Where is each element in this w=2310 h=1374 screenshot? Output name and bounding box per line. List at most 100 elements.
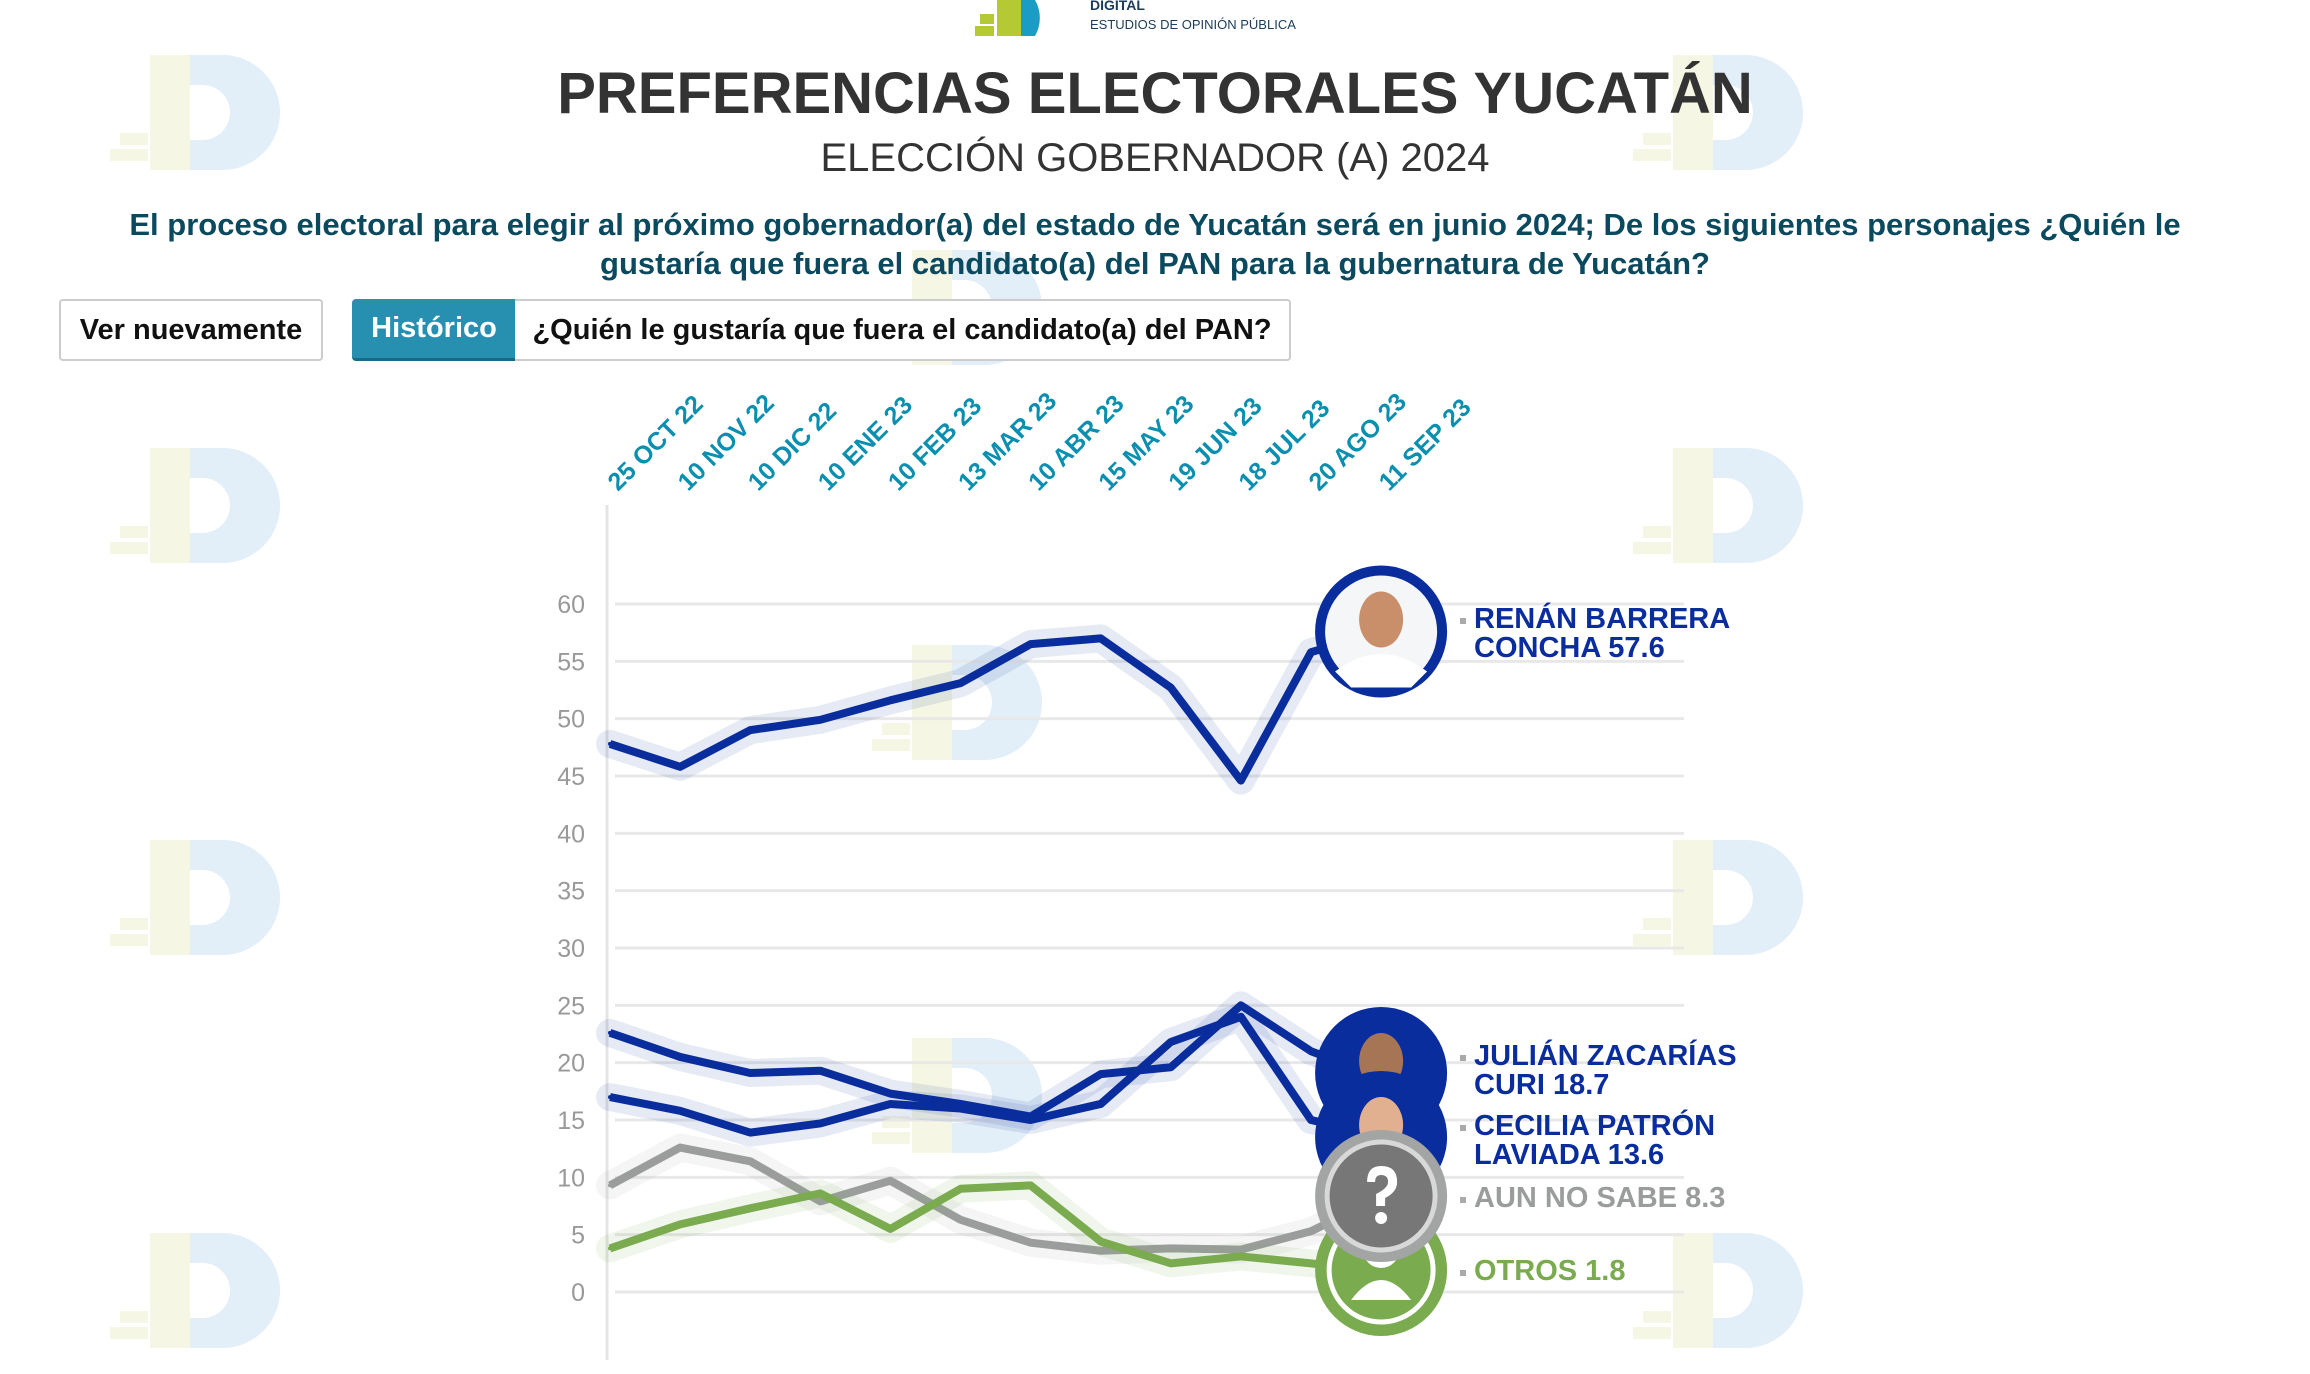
survey-question: El proceso electoral para elegir al próx… — [129, 207, 2181, 281]
data-point — [1098, 636, 1103, 641]
y-tick-label: 45 — [557, 763, 585, 791]
data-point — [748, 1206, 753, 1211]
data-point — [1028, 1240, 1033, 1245]
y-tick-label: 60 — [557, 591, 585, 619]
data-point — [888, 698, 893, 703]
data-point — [748, 1159, 753, 1164]
data-point — [678, 1222, 683, 1227]
data-point — [608, 1246, 612, 1251]
data-point — [748, 728, 753, 733]
legend-label-renan: RENÁN BARRERA CONCHA 57.6 — [1459, 603, 1731, 664]
data-point — [818, 1121, 823, 1126]
data-point — [1168, 1246, 1173, 1251]
data-point — [1098, 1101, 1103, 1106]
watermark-logo — [110, 55, 710, 175]
avatar-renan-face — [1359, 591, 1404, 648]
legend-name: RENÁN BARRERA — [1474, 603, 1731, 635]
data-point — [1168, 685, 1173, 690]
data-point — [888, 1178, 893, 1183]
top-logo-digital: DIGITAL — [1090, 0, 1145, 13]
legend-label-otros: OTROS 1.8 — [1460, 1257, 1626, 1286]
data-point — [958, 1106, 963, 1111]
legend-value: CONCHA 57.6 — [1474, 632, 1665, 664]
data-point — [1098, 1248, 1103, 1253]
y-tick-label: 30 — [557, 935, 585, 963]
top-logo-tagline: ESTUDIOS DE OPINIÓN PÚBLICA — [1090, 17, 1296, 32]
data-point — [1028, 1183, 1033, 1188]
data-point — [1098, 1239, 1103, 1244]
y-tick-label: 40 — [557, 820, 585, 848]
watermark-logo — [1633, 448, 2233, 568]
history-button[interactable]: Histórico — [352, 299, 516, 361]
data-point — [678, 1054, 683, 1059]
watermark-logo — [110, 1233, 710, 1353]
legend-name: AUN NO SABE 8.3 — [1474, 1182, 1726, 1214]
data-point — [608, 1030, 612, 1035]
data-point — [958, 1186, 963, 1191]
legend-name: JULIÁN ZACARÍAS — [1474, 1040, 1737, 1072]
series-halo — [596, 617, 1396, 795]
user-icon-body — [1351, 1280, 1412, 1300]
watermark-logo — [1633, 1233, 2233, 1353]
question-mark-dot — [1375, 1212, 1388, 1224]
data-point — [1238, 1247, 1243, 1252]
legend-name: CECILIA PATRÓN — [1474, 1110, 1716, 1142]
data-point — [818, 1199, 823, 1204]
data-point — [1098, 1072, 1103, 1077]
data-point — [1238, 1014, 1243, 1019]
y-tick-label: 10 — [557, 1164, 585, 1192]
data-point — [1028, 1118, 1033, 1122]
data-point — [678, 1145, 683, 1150]
y-tick-label: 15 — [557, 1107, 585, 1135]
page-title: PREFERENCIAS ELECTORALES YUCATÁN — [557, 61, 1753, 126]
watermark-logo — [110, 840, 710, 960]
legend-label-cecilia: CECILIA PATRÓN LAVIADA 13.6 — [1459, 1110, 1716, 1171]
data-point — [608, 1095, 612, 1100]
data-point — [608, 741, 612, 746]
replay-button[interactable]: Ver nuevamente — [59, 299, 323, 361]
data-point — [1168, 1261, 1173, 1266]
data-point — [958, 681, 963, 686]
watermark-logo — [1633, 55, 2233, 175]
watermark-logo — [1633, 840, 2233, 960]
data-point — [1168, 1065, 1173, 1070]
legend-value: CURI 18.7 — [1474, 1069, 1610, 1101]
series-line — [608, 1181, 1382, 1276]
data-point — [1238, 1254, 1243, 1259]
avatar-renan-shirt — [1335, 654, 1428, 688]
data-point — [678, 1108, 683, 1113]
top-logo: DIGITAL ESTUDIOS DE OPINIÓN PÚBLICA — [975, 0, 1335, 36]
series-line — [608, 627, 1383, 785]
data-point — [748, 1070, 753, 1075]
y-tick-label: 25 — [557, 992, 585, 1020]
question-mark-glyph — [1367, 1166, 1398, 1206]
question-selector[interactable]: ¿Quién le gustaría que fuera el candidat… — [515, 299, 1291, 361]
data-point — [1309, 650, 1313, 655]
data-point — [1309, 1261, 1313, 1266]
data-point — [1028, 642, 1033, 647]
data-point — [608, 1183, 612, 1188]
data-point — [1238, 778, 1243, 783]
y-tick-label: 55 — [557, 648, 585, 676]
data-point — [1309, 1229, 1313, 1234]
data-point — [1309, 1118, 1313, 1122]
legend-label-aun-no-sabe: AUN NO SABE 8.3 — [1459, 1182, 1726, 1214]
series-line — [608, 1143, 1383, 1255]
page-subtitle: ELECCIÓN GOBERNADOR (A) 2024 — [820, 136, 1490, 180]
data-point — [748, 1130, 753, 1135]
data-point — [1168, 1040, 1173, 1045]
data-point — [678, 764, 683, 769]
legend-value: LAVIADA 13.6 — [1474, 1139, 1665, 1171]
data-point — [958, 1217, 963, 1222]
data-point — [888, 1091, 893, 1096]
watermark-logo — [110, 448, 710, 568]
legend-label-julian: JULIÁN ZACARÍAS CURI 18.7 — [1460, 1040, 1737, 1101]
y-tick-label: 50 — [557, 706, 585, 734]
data-point — [888, 1101, 893, 1106]
watermark-logo — [872, 1038, 1472, 1158]
series-line — [609, 1012, 1382, 1140]
data-point — [1238, 1003, 1243, 1008]
y-tick-label: 0 — [571, 1279, 585, 1307]
data-point — [818, 717, 823, 722]
data-point — [888, 1226, 893, 1231]
